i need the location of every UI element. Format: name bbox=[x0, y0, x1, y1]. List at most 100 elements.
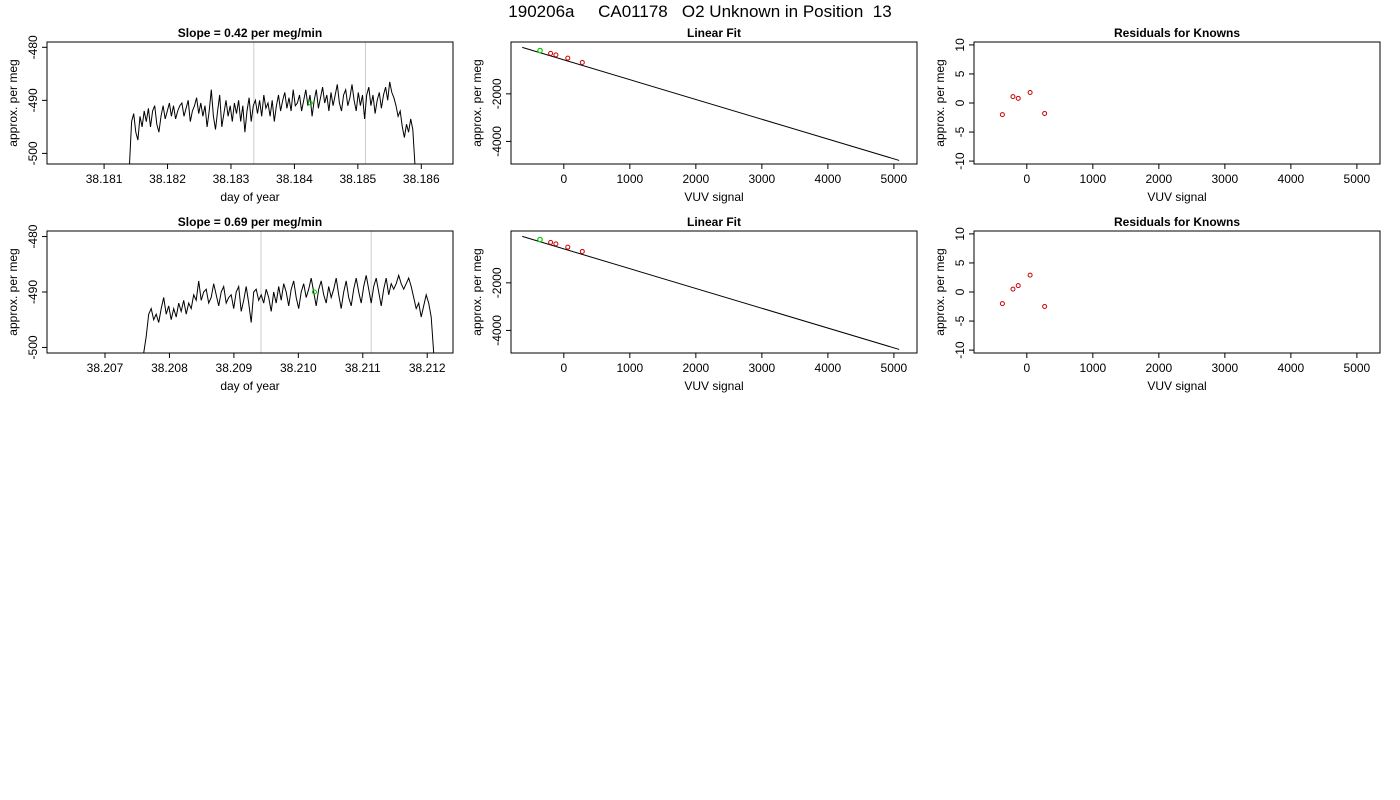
x-tick-label: 3000 bbox=[749, 361, 776, 375]
y-axis-label: approx. per meg bbox=[6, 59, 20, 146]
plot-frame bbox=[46, 41, 454, 165]
y-axis-label: approx. per meg bbox=[470, 59, 484, 146]
y-axis-label: approx. per meg bbox=[470, 248, 484, 335]
chart-panel-3: 0 1000 2000 3000 4000 5000 10 5 0 -5 -10 Residuals … bbox=[933, 26, 1381, 204]
x-axis-label: VUV signal bbox=[1147, 190, 1206, 204]
y-tick-label: -5 bbox=[953, 126, 967, 137]
x-tick-label: 3000 bbox=[749, 172, 776, 186]
known-point bbox=[548, 239, 554, 245]
x-tick-label: 5000 bbox=[1344, 172, 1371, 186]
unknown-point bbox=[537, 47, 543, 54]
x-tick-label: 0 bbox=[1023, 172, 1030, 186]
plot-frame bbox=[510, 230, 918, 354]
y-tick-label: 5 bbox=[953, 259, 967, 266]
plot-frame bbox=[973, 41, 1381, 165]
x-tick-label: 38.210 bbox=[280, 361, 317, 375]
x-tick-label: 2000 bbox=[682, 172, 709, 186]
y-tick-label: -4000 bbox=[490, 126, 504, 157]
y-tick-label: -2000 bbox=[490, 267, 504, 298]
x-axis-label: VUV signal bbox=[684, 379, 743, 393]
known-point bbox=[579, 59, 585, 65]
residual-point bbox=[1015, 95, 1021, 101]
fit-line bbox=[522, 46, 900, 161]
y-tick-label: 0 bbox=[953, 288, 967, 295]
residual-point bbox=[1042, 110, 1048, 116]
x-tick-label: 2000 bbox=[1145, 361, 1172, 375]
y-tick-label: -490 bbox=[26, 280, 40, 304]
y-tick-label: 0 bbox=[953, 99, 967, 106]
x-tick-label: 0 bbox=[560, 361, 567, 375]
y-axis-label: approx. per meg bbox=[933, 248, 947, 335]
y-tick-label: -480 bbox=[26, 35, 40, 59]
plot-area bbox=[143, 231, 435, 353]
y-tick-label: -10 bbox=[953, 152, 967, 170]
x-tick-label: 38.181 bbox=[86, 172, 123, 186]
plot-area bbox=[999, 90, 1048, 118]
x-tick-label: 4000 bbox=[1278, 172, 1305, 186]
x-axis-label: day of year bbox=[220, 190, 279, 204]
x-axis-label: VUV signal bbox=[684, 190, 743, 204]
known-point bbox=[565, 244, 571, 250]
plot-frame bbox=[510, 41, 918, 165]
y-axis-label: approx. per meg bbox=[6, 248, 20, 335]
plot-frame bbox=[46, 230, 454, 354]
x-tick-label: 5000 bbox=[881, 172, 908, 186]
x-tick-label: 38.185 bbox=[339, 172, 376, 186]
x-axis-label: VUV signal bbox=[1147, 379, 1206, 393]
chart-title: Linear Fit bbox=[687, 215, 741, 229]
x-tick-label: 38.207 bbox=[87, 361, 124, 375]
series-line bbox=[129, 81, 416, 164]
x-tick-label: 1000 bbox=[1079, 172, 1106, 186]
x-tick-label: 0 bbox=[1023, 361, 1030, 375]
chart-title: Slope = 0.69 per meg/min bbox=[178, 215, 322, 229]
plot-area bbox=[129, 42, 416, 164]
x-tick-label: 38.186 bbox=[403, 172, 440, 186]
x-tick-label: 1000 bbox=[616, 172, 643, 186]
x-tick-label: 5000 bbox=[881, 361, 908, 375]
known-point bbox=[579, 248, 585, 254]
x-tick-label: 4000 bbox=[815, 361, 842, 375]
x-tick-label: 0 bbox=[560, 172, 567, 186]
plot-area bbox=[522, 46, 900, 161]
x-tick-label: 2000 bbox=[1145, 172, 1172, 186]
y-axis-label: approx. per meg bbox=[933, 59, 947, 146]
x-tick-label: 2000 bbox=[682, 361, 709, 375]
x-tick-label: 38.211 bbox=[345, 361, 381, 375]
x-axis-label: day of year bbox=[220, 379, 279, 393]
known-point bbox=[553, 52, 559, 58]
residual-point bbox=[1015, 283, 1021, 289]
x-tick-label: 38.183 bbox=[213, 172, 250, 186]
residual-point bbox=[1010, 94, 1016, 100]
chart-panel-6: 0 1000 2000 3000 4000 5000 10 5 0 -5 -10 Residuals … bbox=[933, 215, 1381, 393]
plot-area bbox=[999, 272, 1048, 310]
x-tick-label: 38.212 bbox=[409, 361, 446, 375]
y-tick-label: -490 bbox=[26, 88, 40, 112]
y-tick-label: -500 bbox=[26, 141, 40, 165]
residual-point bbox=[1010, 286, 1016, 292]
unknown-marker bbox=[311, 289, 317, 295]
y-tick-label: 10 bbox=[953, 227, 967, 241]
y-tick-label: -5 bbox=[953, 315, 967, 326]
plot-area bbox=[522, 235, 900, 350]
plot-frame bbox=[973, 230, 1381, 354]
residual-point bbox=[1027, 272, 1033, 278]
residual-point bbox=[999, 301, 1005, 307]
chart-title: Residuals for Knowns bbox=[1114, 26, 1240, 40]
y-tick-label: -4000 bbox=[490, 315, 504, 346]
x-tick-label: 4000 bbox=[815, 172, 842, 186]
x-tick-label: 1000 bbox=[616, 361, 643, 375]
unknown-point bbox=[537, 236, 543, 243]
chart-title: Slope = 0.42 per meg/min bbox=[178, 26, 322, 40]
y-tick-label: 10 bbox=[953, 38, 967, 52]
y-tick-label: -500 bbox=[26, 335, 40, 359]
x-tick-label: 38.184 bbox=[276, 172, 313, 186]
residual-point bbox=[1027, 90, 1033, 96]
residual-point bbox=[1042, 304, 1048, 310]
chart-title: Residuals for Knowns bbox=[1114, 215, 1240, 229]
known-point bbox=[565, 55, 571, 61]
chart-panel-4: 38.207 38.208 38.209 38.210 38.211 38.212 -480… bbox=[6, 215, 454, 393]
x-tick-label: 38.209 bbox=[216, 361, 253, 375]
chart-panel-2: 0 1000 2000 3000 4000 5000 -2000 -4000 Linear Fi… bbox=[470, 26, 918, 204]
series-line bbox=[143, 273, 435, 353]
